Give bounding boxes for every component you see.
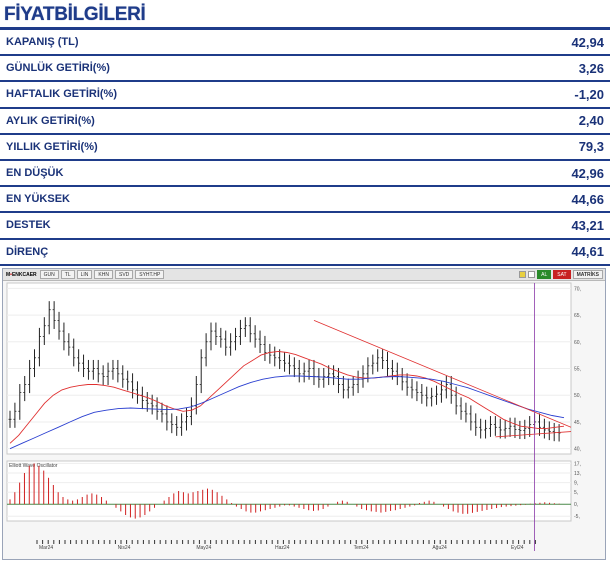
stat-label: EN YÜKSEK xyxy=(6,193,70,206)
stat-row-daily-return: GÜNLÜK GETİRİ(%) 3,26 xyxy=(0,56,610,83)
stat-value: 2,40 xyxy=(578,113,604,129)
syht-hp-button[interactable]: SYHT.HP xyxy=(135,270,165,279)
x-tick-label: Haz24 xyxy=(275,545,290,551)
trendline-upper xyxy=(313,320,572,428)
buy-button[interactable]: AL xyxy=(537,270,552,279)
stat-label: KAPANIŞ (TL) xyxy=(6,36,79,49)
stat-row-highest: EN YÜKSEK 44,66 xyxy=(0,187,610,214)
currency-button[interactable]: TL xyxy=(60,270,75,279)
symbol-mark: • xyxy=(10,271,12,278)
oscillator-tick-label: 13, xyxy=(574,471,581,477)
price-tick-label: 65, xyxy=(574,313,581,319)
x-tick-label: Tem24 xyxy=(354,545,369,551)
x-tick-label: Mar24 xyxy=(39,545,53,551)
stat-label: DESTEK xyxy=(6,219,51,232)
stat-row-yearly-return: YILLIK GETİRİ(%) 79,3 xyxy=(0,135,610,161)
symbol-prefix: M xyxy=(6,271,11,278)
stat-row-monthly-return: AYLIK GETİRİ(%) 2,40 xyxy=(0,109,610,135)
moving-average-long-line xyxy=(9,375,565,450)
stat-label: HAFTALIK GETİRİ(%) xyxy=(6,88,118,101)
oscillator-title: Elliott Wave Oscillator xyxy=(9,463,58,469)
price-tick-label: 45, xyxy=(574,420,581,426)
window-icon[interactable] xyxy=(528,271,536,278)
sell-button[interactable]: SAT xyxy=(553,270,571,279)
stat-label: EN DÜŞÜK xyxy=(6,167,64,180)
title-divider xyxy=(0,27,610,30)
stat-value: 42,96 xyxy=(571,165,604,181)
x-tick-label: Eyl24 xyxy=(511,545,524,551)
stat-label: AYLIK GETİRİ(%) xyxy=(6,114,95,127)
x-tick-label: Ağu24 xyxy=(432,545,447,551)
price-tick-label: 50, xyxy=(574,393,581,399)
oscillator-panel xyxy=(6,460,572,522)
symbol-label[interactable]: M•ENKCAER xyxy=(3,272,40,278)
stat-value: 79,3 xyxy=(578,139,604,155)
oscillator-tick-label: 9, xyxy=(574,481,578,487)
moving-average-short-line xyxy=(9,350,565,444)
stat-row-lowest: EN DÜŞÜK 42,96 xyxy=(0,161,610,188)
price-tick-label: 40, xyxy=(574,447,581,453)
stat-row-weekly-return: HAFTALIK GETİRİ(%) -1,20 xyxy=(0,82,610,109)
chart-canvas[interactable]: 70, 65, 60, 55, 50, 45, 40, 17, 13, 9, 5, 0, -5, Elli… xyxy=(3,269,605,559)
brand-label: MATRİKS xyxy=(572,270,603,279)
stat-value: -1,20 xyxy=(574,86,604,102)
stat-value: 44,61 xyxy=(571,244,604,260)
x-tick-label: Nis24 xyxy=(118,545,131,551)
svd-button[interactable]: SVD xyxy=(114,270,134,279)
stat-label: YILLIK GETİRİ(%) xyxy=(6,140,98,153)
stat-value: 44,66 xyxy=(571,191,604,207)
symbol-code: ENKCAER xyxy=(11,271,37,278)
chart-toolbar: M•ENKCAER GUN TL LIN KHN SVD SYHT.HP AL … xyxy=(3,269,605,281)
x-tick-label: May24 xyxy=(196,545,211,551)
trendline-lower xyxy=(495,431,572,438)
stat-row-close: KAPANIŞ (TL) 42,94 xyxy=(0,30,610,57)
stat-value: 43,21 xyxy=(571,217,604,233)
stat-label: GÜNLÜK GETİRİ(%) xyxy=(6,62,110,75)
settings-icon[interactable] xyxy=(519,271,527,278)
price-tick-label: 70, xyxy=(574,286,581,292)
stat-label: DİRENÇ xyxy=(6,245,49,258)
price-tick-label: 55, xyxy=(574,367,581,373)
scale-button[interactable]: LIN xyxy=(76,270,93,279)
oscillator-tick-label: 5, xyxy=(574,490,578,496)
stat-value: 42,94 xyxy=(571,34,604,50)
stat-row-resistance: DİRENÇ 44,61 xyxy=(0,240,610,266)
page-title: FİYATBİLGİLERİ xyxy=(4,4,146,25)
price-chart-window: M•ENKCAER GUN TL LIN KHN SVD SYHT.HP AL … xyxy=(2,268,606,560)
oscillator-tick-label: 17, xyxy=(574,461,581,467)
oscillator-tick-label: -5, xyxy=(574,514,580,520)
oscillator-tick-label: 0, xyxy=(574,502,578,508)
price-tick-label: 60, xyxy=(574,340,581,346)
period-button[interactable]: GUN xyxy=(39,270,59,279)
khn-button[interactable]: KHN xyxy=(94,270,113,279)
stat-value: 3,26 xyxy=(578,60,604,76)
stat-row-support: DESTEK 43,21 xyxy=(0,213,610,240)
price-stats-table: KAPANIŞ (TL) 42,94 GÜNLÜK GETİRİ(%) 3,26… xyxy=(0,30,610,266)
